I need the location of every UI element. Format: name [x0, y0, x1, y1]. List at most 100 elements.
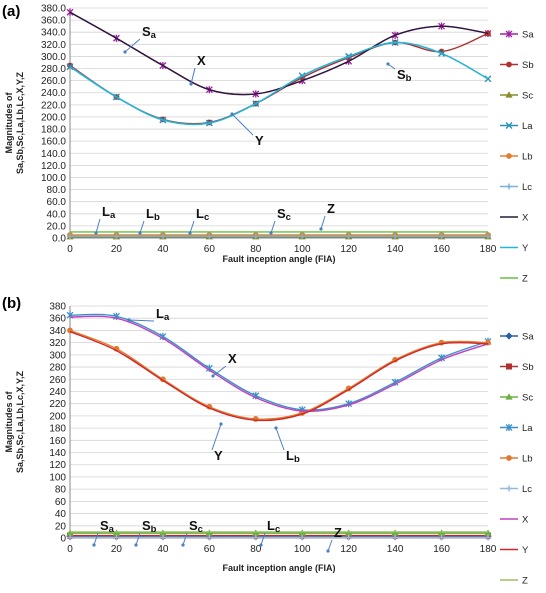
- data-point-Lc: [67, 534, 73, 541]
- x-tick-label: 160: [433, 244, 450, 255]
- legend-label: Sb: [522, 60, 534, 71]
- y-tick-label: 40.0: [47, 209, 67, 220]
- annotation-label: Y: [255, 133, 264, 148]
- annotation-arrowhead: [230, 112, 234, 116]
- annotation-label: La: [156, 306, 170, 323]
- annotation: Lc: [188, 206, 209, 235]
- annotation-sub: c: [286, 212, 291, 223]
- annotation-label: Sc: [189, 518, 203, 535]
- annotation-main: X: [228, 351, 237, 366]
- legend-marker: [506, 183, 512, 190]
- legend-entry-Z: Z: [500, 576, 528, 587]
- chart-panel-b: (b)0204060801001201401601802002202402602…: [2, 295, 534, 587]
- y-tick-label: 320.0: [41, 40, 66, 51]
- x-tick-label: 100: [294, 244, 311, 255]
- series-line-Y: [69, 330, 489, 422]
- legend-label: Z: [522, 274, 528, 285]
- annotation-arrowhead: [123, 50, 127, 54]
- annotation-arrow: [182, 532, 188, 546]
- annotation-sub: a: [109, 524, 115, 535]
- chart-panel-a: (a)0.020.040.060.080.0100.0120.0140.0160…: [2, 3, 534, 285]
- y-tick-label: 260: [49, 375, 66, 386]
- annotation-label: Sa: [142, 24, 157, 41]
- annotation-main: L: [102, 204, 110, 219]
- annotation: Sb: [386, 62, 412, 84]
- legend-entry-Y: Y: [500, 243, 529, 254]
- y-axis-title-line: Magnitudes of: [4, 391, 14, 453]
- annotation-sub: b: [151, 524, 157, 535]
- legend-label: La: [522, 121, 533, 132]
- legend-entry-Sc: Sc: [500, 393, 533, 404]
- legend-marker: [505, 122, 513, 129]
- y-tick-label: 340.0: [41, 28, 66, 39]
- legend-entry-X: X: [500, 515, 529, 526]
- annotation: Lc: [259, 518, 280, 547]
- annotation-arrow: [260, 532, 266, 546]
- legend-label: X: [522, 213, 529, 224]
- series-line-Y: [69, 41, 489, 126]
- data-point-Lc: [438, 233, 445, 240]
- y-axis-title-line: Sa,Sb,Sc,La,Lb,Lc,X,Y,Z: [15, 71, 25, 174]
- legend-entry-Sa: Sa: [500, 332, 534, 343]
- legend-entry-Y: Y: [500, 545, 529, 556]
- data-point-Lc: [392, 233, 399, 240]
- y-tick-label: 180: [49, 424, 66, 435]
- legend-label: X: [522, 515, 529, 526]
- series-Lc: [67, 233, 491, 240]
- annotation-label: Z: [327, 201, 335, 216]
- annotation: Lb: [138, 206, 160, 235]
- legend-marker: [506, 153, 512, 159]
- legend-label: Sc: [522, 91, 533, 102]
- legend-entry-X: X: [500, 213, 529, 224]
- annotation-label: Sc: [277, 206, 291, 223]
- legend-marker: [506, 61, 512, 68]
- y-tick-label: 160: [49, 436, 66, 447]
- y-tick-label: 140: [49, 448, 66, 459]
- annotation-main: L: [267, 518, 275, 533]
- annotation-arrowhead: [326, 549, 330, 553]
- annotation-sub: c: [198, 524, 203, 535]
- annotation: Sa: [123, 24, 157, 54]
- legend-label: Sb: [522, 362, 534, 373]
- annotation-arrow: [212, 365, 227, 377]
- series-La: [66, 311, 492, 414]
- x-axis-title: Fault inception angle (FIA): [223, 563, 336, 573]
- data-point-Lc: [252, 233, 259, 240]
- legend-label: Lc: [522, 484, 532, 495]
- y-tick-label: 300.0: [41, 52, 66, 63]
- y-tick-label: 0: [60, 534, 66, 545]
- annotation-arrow: [327, 539, 333, 552]
- annotation-sub: a: [110, 210, 116, 221]
- legend-label: Sc: [522, 393, 533, 404]
- annotation-label: Sb: [142, 518, 157, 535]
- annotation-arrowhead: [127, 318, 131, 322]
- y-tick-label: 80: [55, 485, 67, 496]
- y-tick-label: 380: [49, 302, 66, 313]
- annotation-arrowhead: [94, 231, 98, 235]
- panel-label: (b): [2, 295, 21, 312]
- annotation-arrow: [135, 532, 141, 546]
- legend-marker: [505, 30, 513, 38]
- data-point-Lc: [345, 233, 352, 240]
- x-tick-label: 0: [67, 544, 73, 555]
- y-tick-label: 80.0: [47, 185, 67, 196]
- annotation: Sc: [181, 518, 203, 547]
- annotation-arrow: [93, 532, 99, 546]
- annotation-arrow: [124, 38, 141, 53]
- annotation-label: Lc: [196, 206, 209, 223]
- annotation-arrow: [211, 423, 222, 451]
- y-tick-label: 100.0: [41, 173, 66, 184]
- series-line-La: [69, 41, 489, 126]
- annotation-arrow: [275, 427, 285, 451]
- x-tick-label: 180: [480, 244, 497, 255]
- legend-label: Y: [522, 545, 529, 556]
- data-point-Sa: [66, 8, 74, 16]
- annotation-label: Z: [334, 525, 342, 540]
- annotation-main: S: [142, 24, 151, 39]
- data-point-Lc: [113, 534, 120, 541]
- legend-entry-Lb: Lb: [500, 152, 533, 163]
- y-tick-label: 200.0: [41, 112, 66, 123]
- series-La: [66, 39, 492, 127]
- legend-entry-Sa: Sa: [500, 30, 534, 41]
- legend-entry-Lb: Lb: [500, 454, 533, 465]
